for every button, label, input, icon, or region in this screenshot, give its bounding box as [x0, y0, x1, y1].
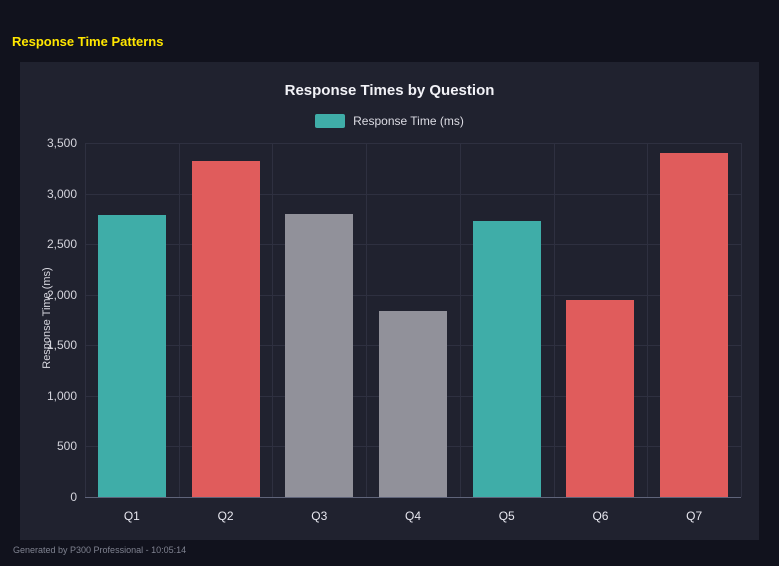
- bar-slot: [460, 143, 554, 497]
- chart-panel: Response Times by Question Response Time…: [20, 62, 759, 540]
- bar-q5[interactable]: [472, 220, 541, 497]
- x-tick-label-q5: Q5: [498, 509, 515, 523]
- y-tick-label: 2,500: [46, 237, 77, 252]
- v-gridline: [741, 143, 742, 497]
- y-tick-label: 1,500: [46, 338, 77, 353]
- x-axis-line: [85, 497, 741, 498]
- bar-q1[interactable]: [97, 214, 166, 497]
- x-axis-labels: Q1 Q2 Q3 Q4 Q5 Q6 Q7: [85, 509, 741, 523]
- page-title: Response Time Patterns: [12, 34, 164, 49]
- bar-slot: [647, 143, 741, 497]
- y-tick-label: 1,000: [46, 388, 77, 403]
- y-tick-label: 2,000: [46, 287, 77, 302]
- x-tick-label-q2: Q2: [217, 509, 234, 523]
- x-tick-label-q3: Q3: [311, 509, 328, 523]
- chart-legend[interactable]: Response Time (ms): [20, 114, 759, 128]
- y-axis-tick-labels: 0 500 1,000 1,500 2,000 2,500 3,000 3,500: [20, 136, 77, 504]
- bar-q6[interactable]: [566, 299, 635, 497]
- y-tick-label: 3,500: [46, 136, 77, 150]
- bar-q2[interactable]: [191, 161, 260, 497]
- x-tick-label-q7: Q7: [686, 509, 703, 523]
- bar-q7[interactable]: [660, 153, 729, 497]
- bar-slot: [179, 143, 273, 497]
- x-tick-label-q1: Q1: [123, 509, 140, 523]
- footer-note: Generated by P300 Professional - 10:05:1…: [13, 545, 187, 555]
- bar-q4[interactable]: [379, 310, 448, 497]
- bar-q3[interactable]: [285, 213, 354, 497]
- bar-slot: [554, 143, 648, 497]
- plot-area: [85, 143, 741, 497]
- y-tick-label: 500: [56, 439, 77, 454]
- x-tick-label-q4: Q4: [405, 509, 422, 523]
- y-tick-label: 3,000: [46, 186, 77, 201]
- chart-title: Response Times by Question: [284, 82, 495, 99]
- bar-slot: [366, 143, 460, 497]
- x-tick-label-q6: Q6: [592, 509, 609, 523]
- y-tick-label: 0: [70, 490, 77, 504]
- bar-slot: [85, 143, 179, 497]
- legend-swatch: [315, 114, 346, 128]
- bar-slot: [272, 143, 366, 497]
- legend-label: Response Time (ms): [353, 114, 464, 128]
